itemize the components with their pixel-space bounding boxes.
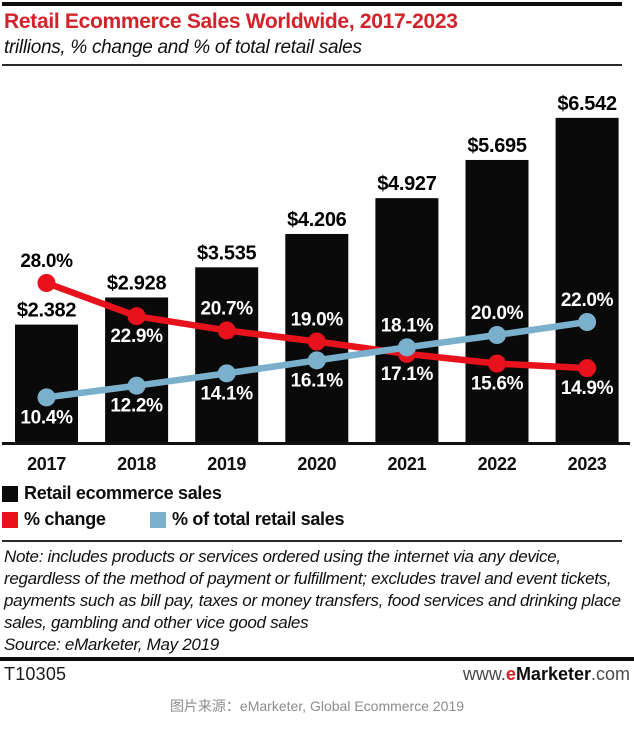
pct-of-total-label-2021: 18.1% (381, 315, 434, 336)
pct-of-total-point-2023 (578, 313, 597, 331)
chart-id: T10305 (4, 664, 67, 684)
pct-of-total-point-2021 (397, 338, 416, 357)
pct-change-swatch-icon (2, 511, 18, 528)
header-divider (2, 64, 622, 66)
legend-label: Retail ecommerce sales (24, 483, 222, 503)
pct-of-total-swatch-icon (150, 511, 166, 528)
website-prefix: www. (462, 664, 506, 684)
pct-change-label-2017: 28.0% (20, 251, 73, 272)
bar-2023 (555, 117, 619, 443)
pct-of-total-point-2022 (488, 326, 506, 344)
legend-item-pct-of-total-retail-sales: % of total retail sales (150, 509, 344, 530)
pct-change-point-2023 (578, 359, 597, 378)
footnote: Note: includes products or services orde… (4, 546, 622, 656)
legend-label: % change (24, 509, 106, 529)
footer-divider (0, 657, 634, 661)
pct-change-point-2020 (307, 332, 326, 351)
source-text: Source: eMarketer, May 2019 (4, 635, 219, 654)
legend-label: % of total retail sales (172, 509, 345, 529)
x-axis-line (2, 442, 630, 445)
pct-of-total-point-2018 (127, 376, 146, 395)
x-tick-label-2019: 2019 (207, 454, 246, 474)
bar-2021 (375, 198, 439, 443)
bar-value-label-2022: $5.695 (467, 135, 527, 157)
bar-series-swatch-icon (2, 485, 18, 502)
pct-change-label-2018: 22.9% (110, 326, 163, 347)
legend-row-1: Retail ecommerce sales (2, 483, 632, 509)
pct-change-point-2022 (488, 354, 506, 373)
bar-value-label-2017: $2.382 (17, 300, 77, 322)
pct-of-total-label-2017: 10.4% (20, 407, 73, 428)
chart-canvas: $2.382 $2.928 $3.535 $4.206 $4.927 $5.695 $6.5… (2, 93, 630, 474)
pct-change-label-2023: 14.9% (561, 378, 614, 399)
image-source-caption: 图片来源：eMarketer, Global Ecommerce 2019 (169, 698, 465, 714)
pct-of-total-label-2023: 22.0% (561, 290, 614, 311)
legend-item-retail-ecommerce-sales: Retail ecommerce sales (2, 483, 222, 504)
note-text: Note: includes products or services orde… (4, 547, 621, 632)
pct-of-total-point-2017 (37, 388, 56, 407)
note-divider (2, 540, 622, 542)
footer-bar: T10305 www.eMarketer.com (4, 664, 630, 685)
pct-change-point-2017 (37, 274, 56, 292)
bar-2017 (15, 324, 78, 443)
pct-of-total-label-2018: 12.2% (110, 396, 163, 417)
website-brand: Marketer (515, 664, 591, 684)
x-tick-label-2017: 2017 (27, 454, 66, 474)
pct-change-label-2019: 20.7% (201, 298, 254, 319)
x-tick-label-2020: 2020 (297, 454, 336, 474)
bar-2019 (195, 267, 259, 443)
pct-of-total-point-2019 (217, 364, 236, 383)
page-title: Retail Ecommerce Sales Worldwide, 2017-2… (4, 10, 458, 33)
combo-chart: $2.382 $2.928 $3.535 $4.206 $4.927 $5.695 $6.5… (0, 72, 634, 482)
pct-change-label-2020: 19.0% (291, 310, 344, 331)
pct-of-total-point-2020 (307, 351, 326, 370)
legend-item-pct-change: % change (2, 509, 106, 530)
pct-change-label-2021: 17.1% (381, 364, 434, 385)
x-tick-label-2022: 2022 (478, 454, 517, 474)
website-suffix: .com (590, 664, 630, 684)
x-tick-label-2018: 2018 (117, 454, 156, 474)
website-e: e (505, 664, 516, 684)
pct-of-total-label-2019: 14.1% (201, 383, 254, 404)
x-tick-label-2023: 2023 (568, 454, 607, 474)
top-divider (2, 2, 622, 6)
bar-2022 (465, 159, 529, 443)
pct-of-total-label-2020: 16.1% (291, 370, 344, 391)
emarketer-logo: www.eMarketer.com (463, 664, 630, 685)
bar-value-label-2020: $4.206 (287, 209, 347, 231)
x-tick-label-2021: 2021 (387, 454, 426, 474)
pct-change-point-2019 (217, 321, 236, 340)
bar-value-label-2023: $6.542 (557, 93, 617, 115)
pct-change-label-2022: 15.6% (471, 374, 524, 395)
bar-value-label-2021: $4.927 (377, 173, 437, 195)
pct-change-point-2018 (127, 307, 146, 326)
chart-subtitle: trillions, % change and % of total retai… (4, 37, 362, 58)
pct-of-total-label-2022: 20.0% (471, 303, 524, 324)
bar-value-label-2019: $3.535 (197, 242, 257, 264)
bar-value-label-2018: $2.928 (107, 272, 167, 294)
legend: Retail ecommerce sales % change % of tot… (2, 483, 632, 535)
legend-row-2: % change % of total retail sales (2, 509, 632, 535)
